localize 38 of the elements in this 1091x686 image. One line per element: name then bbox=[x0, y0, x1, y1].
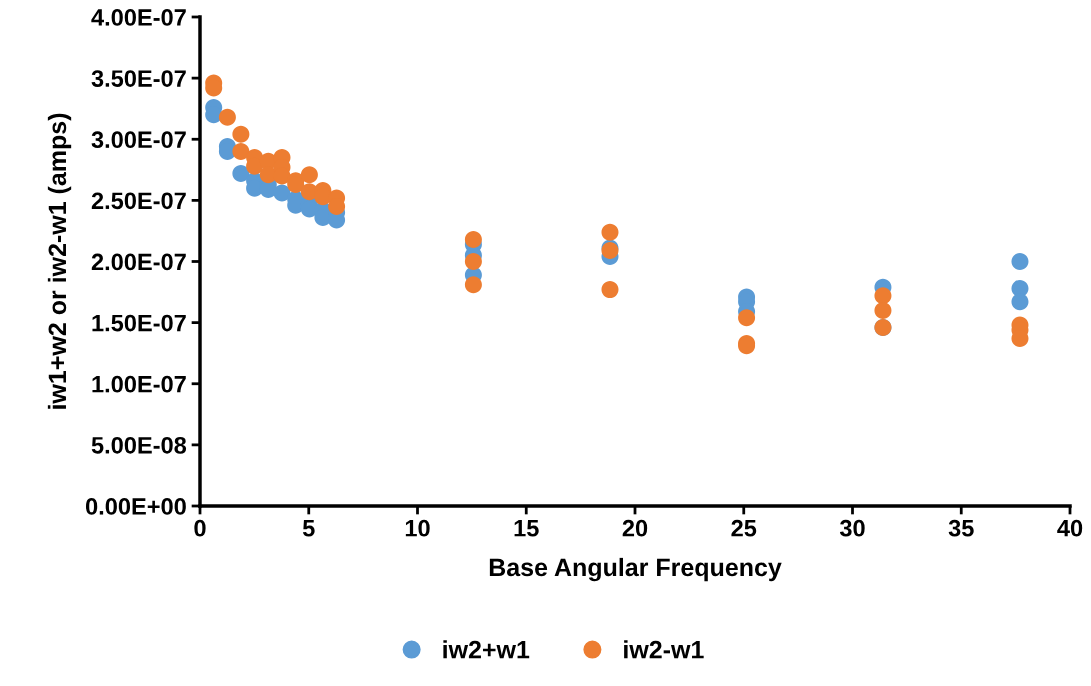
y-axis-title: iw1+w2 or iw2-w1 (amps) bbox=[47, 113, 72, 409]
y-tick-label: 1.00E-07 bbox=[92, 375, 186, 393]
point bbox=[232, 164, 250, 182]
point bbox=[273, 184, 291, 202]
x-tick-label: 0 bbox=[194, 519, 206, 537]
point bbox=[874, 287, 892, 305]
y-tick-label: 3.50E-07 bbox=[91, 70, 186, 87]
point bbox=[601, 281, 619, 299]
x-tick-label: 25 bbox=[731, 519, 757, 537]
x-tick-label: 15 bbox=[514, 520, 539, 537]
point bbox=[1011, 293, 1029, 311]
x-tick-label: 10 bbox=[405, 519, 430, 537]
point bbox=[1011, 252, 1029, 271]
y-tick-label: 4.00E-07 bbox=[91, 9, 186, 26]
y-tick-label: 2.50E-07 bbox=[91, 192, 186, 210]
legend-label: iw2-w1 bbox=[624, 640, 704, 659]
x-tick-label: 20 bbox=[622, 519, 648, 537]
point bbox=[232, 142, 250, 160]
point bbox=[874, 301, 892, 319]
point bbox=[300, 166, 318, 184]
x-tick-label: 30 bbox=[839, 519, 865, 537]
point bbox=[738, 309, 756, 327]
point bbox=[464, 252, 482, 271]
point bbox=[232, 125, 250, 143]
y-tick-label: 1.50E-07 bbox=[92, 314, 186, 332]
x-axis-title: Base Angular Frequency bbox=[489, 557, 782, 582]
point bbox=[601, 223, 619, 241]
y-tick-label: 0.00E+00 bbox=[85, 498, 186, 515]
x-tick-label: 35 bbox=[948, 519, 974, 537]
point bbox=[464, 230, 482, 248]
y-tick-label: 3.00E-07 bbox=[91, 131, 186, 149]
x-tick-label: 40 bbox=[1057, 519, 1083, 537]
point bbox=[464, 276, 482, 294]
point bbox=[218, 108, 236, 126]
legend-label: iw2+w1 bbox=[443, 640, 530, 659]
y-tick-label: 5.00E-08 bbox=[91, 436, 187, 454]
y-tick-label: 2.00E-07 bbox=[91, 253, 186, 271]
x-tick-label: 5 bbox=[302, 520, 315, 537]
